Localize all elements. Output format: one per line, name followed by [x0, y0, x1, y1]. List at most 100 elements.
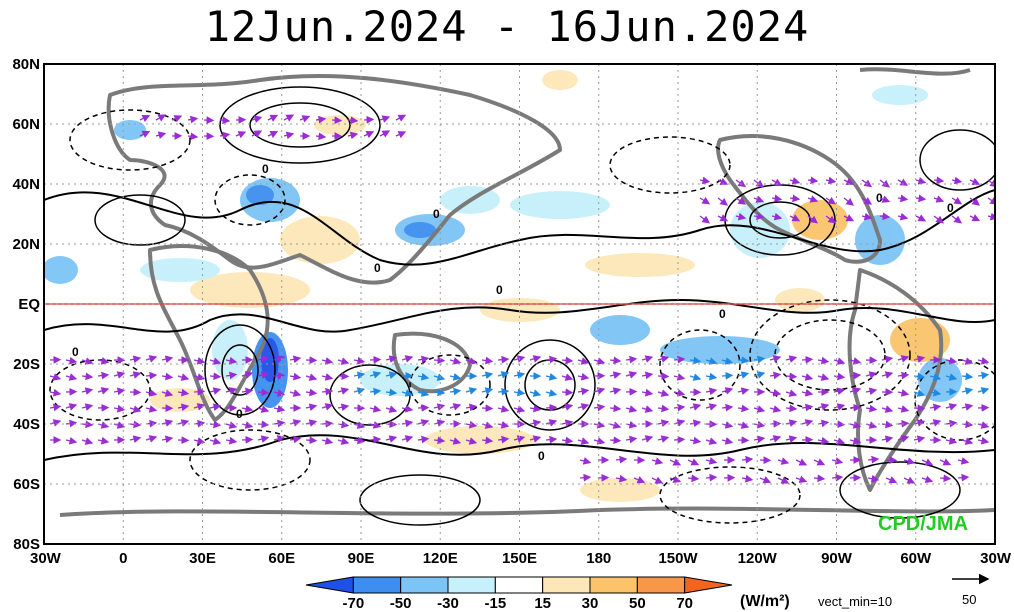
- wind-vector: [219, 116, 231, 125]
- wind-vector: [785, 355, 798, 363]
- wind-vector: [849, 437, 862, 445]
- contour-label: 0: [538, 449, 545, 463]
- wind-vector: [49, 403, 62, 412]
- wind-vector: [785, 372, 798, 381]
- wind-vector: [395, 114, 407, 122]
- wind-vector: [881, 355, 894, 364]
- wind-vector: [833, 372, 846, 381]
- wind-vector: [951, 215, 963, 224]
- wind-vector: [741, 455, 754, 464]
- contour-labels: 0 0 0 0 0 0 0 0 0 0: [72, 162, 954, 463]
- wind-vector: [795, 475, 808, 484]
- wind-vector: [641, 405, 654, 413]
- wind-vector: [669, 475, 682, 484]
- wind-vector: [385, 371, 398, 379]
- wind-vector: [305, 388, 318, 397]
- wind-vector: [945, 403, 958, 411]
- wind-vector: [957, 457, 970, 465]
- wind-vector: [753, 195, 765, 203]
- wind-vector: [861, 197, 873, 205]
- wind-vector: [753, 212, 765, 221]
- colorbar-label: -70: [342, 595, 364, 612]
- wind-vector: [353, 421, 366, 429]
- wind-vector: [769, 371, 782, 380]
- wind-vector: [813, 458, 826, 466]
- colorbar-segment: [400, 576, 449, 594]
- wind-vector: [915, 177, 927, 185]
- wind-vector: [833, 420, 846, 429]
- wind-vector: [651, 476, 664, 484]
- wind-vector: [961, 403, 974, 411]
- wind-vector: [897, 212, 909, 221]
- wind-vector: [209, 372, 222, 381]
- wind-vector: [817, 436, 830, 445]
- wind-vector: [347, 131, 359, 140]
- wind-vector: [609, 436, 622, 445]
- wind-vector: [833, 437, 846, 445]
- wind-vector: [753, 371, 766, 379]
- wind-vector: [913, 389, 926, 397]
- wind-vector: [969, 177, 981, 185]
- wind-vector: [401, 355, 414, 363]
- wind-vector: [609, 371, 622, 379]
- wind-vector: [155, 131, 167, 139]
- wind-vector: [933, 195, 945, 203]
- wind-vector: [609, 421, 622, 429]
- wind-vector: [721, 403, 734, 412]
- wind-vector: [699, 176, 711, 185]
- wind-vector: [385, 355, 398, 363]
- wind-vector: [705, 372, 718, 381]
- longitude-tick-label: 30E: [189, 550, 216, 567]
- wind-vector: [497, 405, 510, 413]
- wind-vector: [913, 435, 926, 444]
- wind-vector: [257, 435, 270, 443]
- wind-vector: [945, 373, 958, 381]
- wind-vector: [497, 371, 510, 379]
- wind-vector: [81, 437, 94, 445]
- wind-vector: [593, 437, 606, 445]
- wind-vector: [753, 405, 766, 413]
- wind-vector: [161, 355, 174, 364]
- wind-vector: [881, 405, 894, 413]
- wind-vector: [331, 116, 343, 125]
- wind-vector: [353, 371, 366, 380]
- wind-vector: [807, 176, 819, 185]
- wind-vector: [267, 130, 279, 139]
- wind-vector: [369, 435, 382, 444]
- wind-vector: [687, 458, 700, 466]
- wind-vector: [849, 371, 862, 380]
- colorbar-units: (W/m²): [740, 593, 790, 610]
- wind-vector: [817, 403, 830, 411]
- wind-vector: [945, 356, 958, 365]
- wind-vector: [321, 387, 334, 396]
- wind-vector: [273, 371, 286, 380]
- longitude-tick-label: 120W: [738, 550, 778, 567]
- wind-vector: [433, 356, 446, 365]
- wind-vector: [225, 356, 238, 365]
- wind-vector: [315, 115, 327, 124]
- wind-vector: [615, 455, 628, 464]
- wind-vector: [625, 371, 638, 379]
- wind-vector: [579, 457, 592, 465]
- wind-vector: [801, 388, 814, 397]
- wind-vector: [801, 373, 814, 381]
- wind-vector: [545, 389, 558, 397]
- wind-vector: [225, 421, 238, 429]
- wind-vector: [843, 214, 855, 222]
- wind-vector: [529, 404, 542, 413]
- wind-vector: [777, 457, 790, 465]
- wind-vector: [481, 436, 494, 445]
- wind-vector: [735, 179, 747, 188]
- wind-vector: [951, 196, 963, 205]
- wind-vector: [417, 435, 430, 444]
- longitude-tick-label: 90W: [821, 550, 853, 567]
- wind-vector: [867, 474, 880, 483]
- wind-vector: [81, 372, 94, 381]
- wind-vector: [625, 435, 638, 444]
- wind-vector: [849, 403, 862, 412]
- wind-vector: [273, 419, 286, 428]
- wind-vector: [433, 403, 446, 411]
- wind-vector: [401, 419, 414, 428]
- wind-vector: [267, 114, 279, 122]
- colorbar-segment: [542, 576, 591, 594]
